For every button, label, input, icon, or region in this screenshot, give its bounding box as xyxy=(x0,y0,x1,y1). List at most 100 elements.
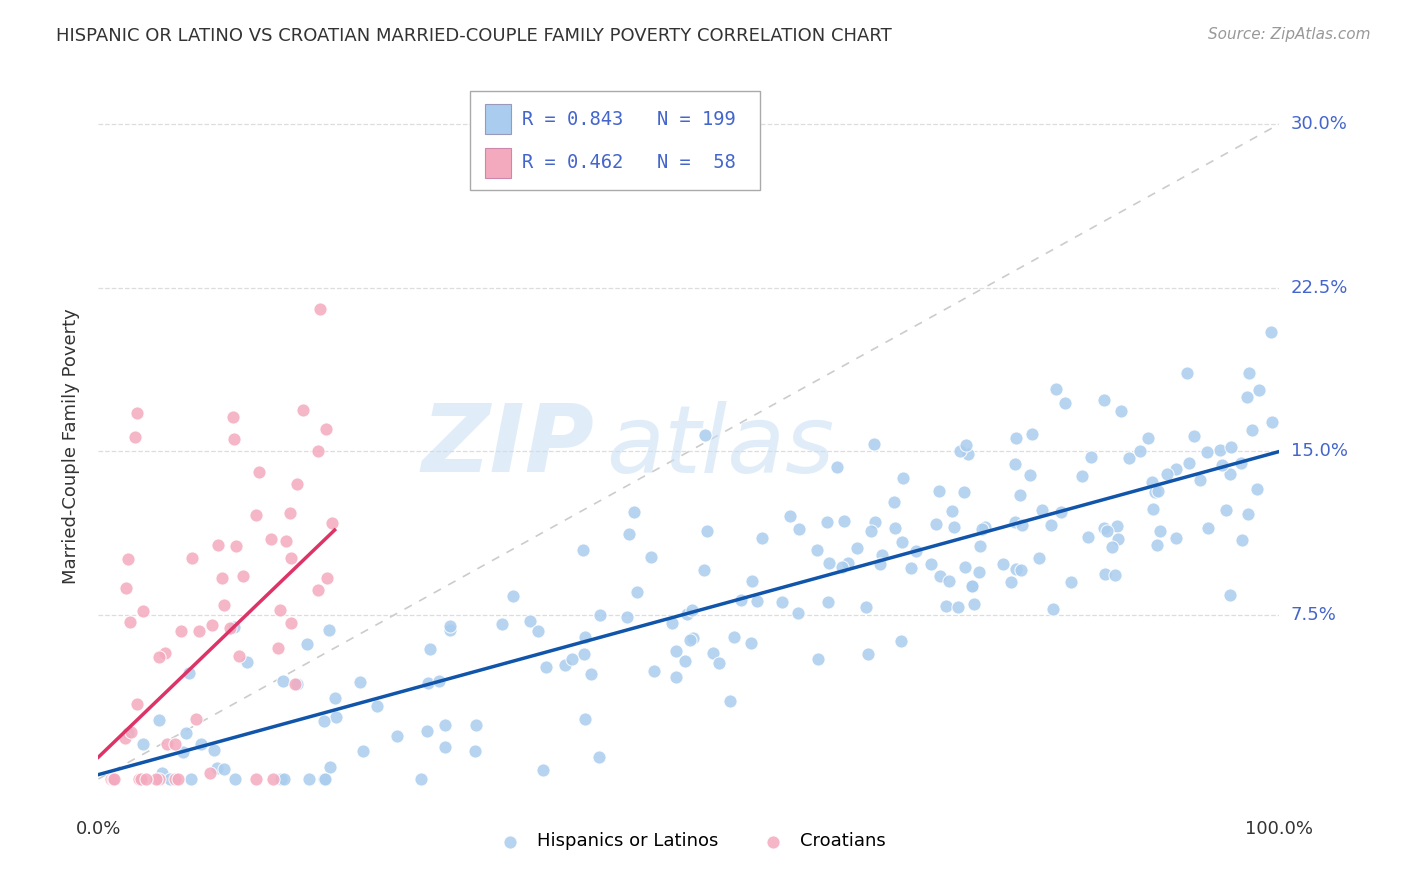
Point xyxy=(131,604,153,618)
Point xyxy=(946,599,969,614)
Point xyxy=(124,430,146,444)
Point xyxy=(1237,508,1260,522)
Point xyxy=(211,571,233,585)
Point xyxy=(205,761,228,775)
Point xyxy=(589,607,612,622)
Point xyxy=(148,713,170,727)
Point xyxy=(869,557,891,571)
Point xyxy=(103,772,125,786)
Point xyxy=(271,674,294,689)
Point xyxy=(114,581,136,595)
Point xyxy=(352,744,374,758)
Point xyxy=(858,647,880,661)
Point xyxy=(572,543,595,558)
Point xyxy=(1189,474,1212,488)
Point xyxy=(673,654,696,668)
Point xyxy=(1137,431,1160,445)
Point xyxy=(1092,393,1115,408)
Point xyxy=(536,660,558,674)
Point xyxy=(723,631,745,645)
Point xyxy=(232,569,254,583)
Point xyxy=(316,571,339,585)
Point xyxy=(1094,566,1116,581)
Point xyxy=(135,772,157,786)
Point xyxy=(891,534,914,549)
Point xyxy=(938,574,960,589)
Point xyxy=(702,646,724,660)
Point xyxy=(170,624,193,638)
Point xyxy=(155,737,177,751)
Point xyxy=(1111,404,1133,418)
Point xyxy=(198,765,221,780)
Point xyxy=(1104,568,1126,582)
Text: 7.5%: 7.5% xyxy=(1291,607,1337,624)
Point xyxy=(707,657,730,671)
Point xyxy=(955,437,977,451)
Point xyxy=(270,772,292,786)
Point xyxy=(527,624,550,638)
Bar xyxy=(485,103,510,135)
Point xyxy=(1004,431,1026,445)
Point xyxy=(973,519,995,533)
Point xyxy=(174,726,197,740)
Point xyxy=(1230,533,1253,547)
Point xyxy=(285,677,308,691)
Point xyxy=(349,675,371,690)
Point xyxy=(956,446,979,460)
Point xyxy=(1230,456,1253,470)
Point xyxy=(298,772,321,786)
Point xyxy=(1208,442,1230,457)
Point xyxy=(770,594,793,608)
Point xyxy=(190,737,212,751)
Point xyxy=(314,772,336,786)
Point xyxy=(207,538,229,552)
Point xyxy=(163,737,186,751)
Point xyxy=(1149,524,1171,538)
Point xyxy=(1107,532,1129,546)
Point xyxy=(1004,457,1026,471)
Point xyxy=(1080,450,1102,464)
Point xyxy=(787,606,810,620)
Point xyxy=(1031,503,1053,517)
Point xyxy=(817,556,839,570)
Point xyxy=(309,301,332,316)
Point xyxy=(1011,518,1033,533)
Point xyxy=(884,521,907,535)
Point xyxy=(312,772,335,786)
Point xyxy=(228,648,250,663)
Point xyxy=(145,772,167,786)
Point xyxy=(579,666,602,681)
Point xyxy=(815,515,838,529)
Point xyxy=(872,548,894,562)
Point xyxy=(163,772,186,786)
Point xyxy=(1004,516,1026,530)
Bar xyxy=(485,147,510,178)
Point xyxy=(1101,540,1123,554)
Point xyxy=(260,533,283,547)
Point xyxy=(1004,562,1026,576)
Point xyxy=(643,665,665,679)
Point xyxy=(222,410,245,425)
Point xyxy=(1144,484,1167,499)
Point xyxy=(427,673,450,688)
Point xyxy=(117,552,139,566)
Point xyxy=(617,527,640,541)
Point xyxy=(1039,517,1062,532)
Y-axis label: Married-Couple Family Poverty: Married-Couple Family Poverty xyxy=(62,308,80,584)
Point xyxy=(693,428,716,442)
Text: Source: ZipAtlas.com: Source: ZipAtlas.com xyxy=(1208,27,1371,42)
Point xyxy=(855,599,877,614)
Point xyxy=(1260,325,1282,339)
Point xyxy=(1105,518,1128,533)
Point xyxy=(626,585,648,599)
Point xyxy=(676,607,699,622)
Point xyxy=(941,503,963,517)
Point xyxy=(222,620,245,634)
Point xyxy=(1219,440,1241,454)
Point xyxy=(1211,458,1233,472)
Point xyxy=(740,636,762,650)
Point xyxy=(860,524,883,538)
Point xyxy=(588,750,610,764)
Point xyxy=(806,542,828,557)
Point xyxy=(1146,538,1168,552)
